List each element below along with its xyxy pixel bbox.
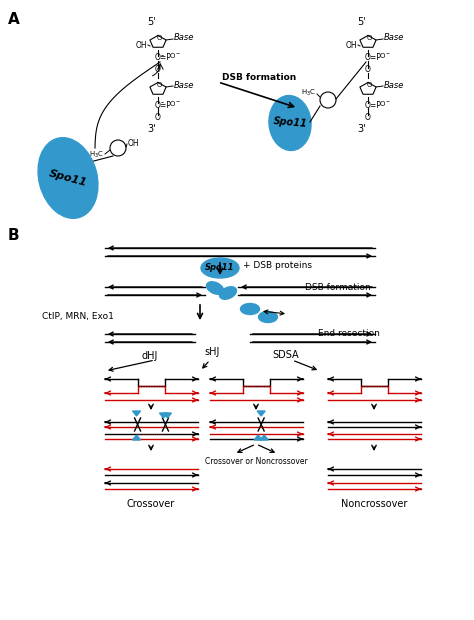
Text: O=P: O=P: [365, 100, 382, 110]
Text: DSB formation: DSB formation: [305, 283, 371, 293]
Polygon shape: [133, 435, 141, 440]
Text: CtIP, MRN, Exo1: CtIP, MRN, Exo1: [42, 311, 114, 321]
Text: Spo11: Spo11: [48, 168, 88, 188]
Text: A: A: [8, 12, 20, 27]
Text: Base: Base: [384, 33, 404, 43]
Text: 5': 5': [147, 17, 156, 27]
Text: $\mathregular{O^-}$: $\mathregular{O^-}$: [169, 51, 181, 61]
Text: Base: Base: [174, 81, 194, 89]
Polygon shape: [257, 411, 265, 416]
Text: $\mathregular{O^-}$: $\mathregular{O^-}$: [379, 51, 391, 61]
Ellipse shape: [219, 286, 237, 299]
Text: DSB formation: DSB formation: [222, 73, 296, 81]
Text: OH: OH: [346, 40, 357, 50]
Text: O: O: [366, 35, 372, 41]
Text: Crossover or Noncrossover: Crossover or Noncrossover: [205, 457, 307, 466]
Text: O: O: [155, 112, 161, 122]
Ellipse shape: [258, 311, 277, 322]
Text: O=P: O=P: [155, 100, 172, 110]
Polygon shape: [159, 413, 167, 418]
Text: H$_3$C: H$_3$C: [301, 88, 316, 98]
Ellipse shape: [240, 304, 259, 314]
Text: O=P: O=P: [365, 53, 382, 63]
Text: Noncrossover: Noncrossover: [341, 499, 407, 509]
Polygon shape: [254, 435, 262, 440]
Text: O: O: [365, 66, 371, 74]
Text: -: -: [161, 51, 164, 61]
Ellipse shape: [201, 258, 239, 278]
Ellipse shape: [207, 281, 223, 294]
Polygon shape: [260, 435, 268, 440]
Text: $\mathregular{O^-}$: $\mathregular{O^-}$: [379, 99, 391, 107]
Text: Spo11: Spo11: [273, 117, 308, 130]
Polygon shape: [164, 413, 172, 418]
Text: 5': 5': [357, 17, 366, 27]
Text: O: O: [156, 35, 162, 41]
Text: Base: Base: [174, 33, 194, 43]
Text: OH: OH: [136, 40, 147, 50]
Text: -: -: [161, 99, 164, 107]
Text: Crossover: Crossover: [127, 499, 175, 509]
Ellipse shape: [38, 138, 98, 218]
Text: B: B: [8, 228, 19, 243]
Polygon shape: [133, 411, 141, 416]
Text: O: O: [366, 82, 372, 88]
Text: OH: OH: [128, 138, 140, 148]
Text: H$_3$C: H$_3$C: [89, 150, 104, 160]
Text: + DSB proteins: + DSB proteins: [243, 262, 312, 270]
Text: $\mathregular{O^-}$: $\mathregular{O^-}$: [169, 99, 181, 107]
Text: O=P: O=P: [155, 53, 172, 63]
Text: 3': 3': [148, 124, 156, 134]
Ellipse shape: [269, 95, 311, 151]
Text: O: O: [365, 112, 371, 122]
Text: 3': 3': [358, 124, 366, 134]
Text: Spo11: Spo11: [205, 264, 235, 273]
Text: O: O: [156, 82, 162, 88]
Text: O: O: [155, 66, 161, 74]
Text: End resection: End resection: [318, 329, 380, 337]
Text: Base: Base: [384, 81, 404, 89]
Text: dHJ: dHJ: [142, 351, 158, 361]
Text: SDSA: SDSA: [273, 350, 299, 360]
Text: sHJ: sHJ: [204, 347, 219, 357]
